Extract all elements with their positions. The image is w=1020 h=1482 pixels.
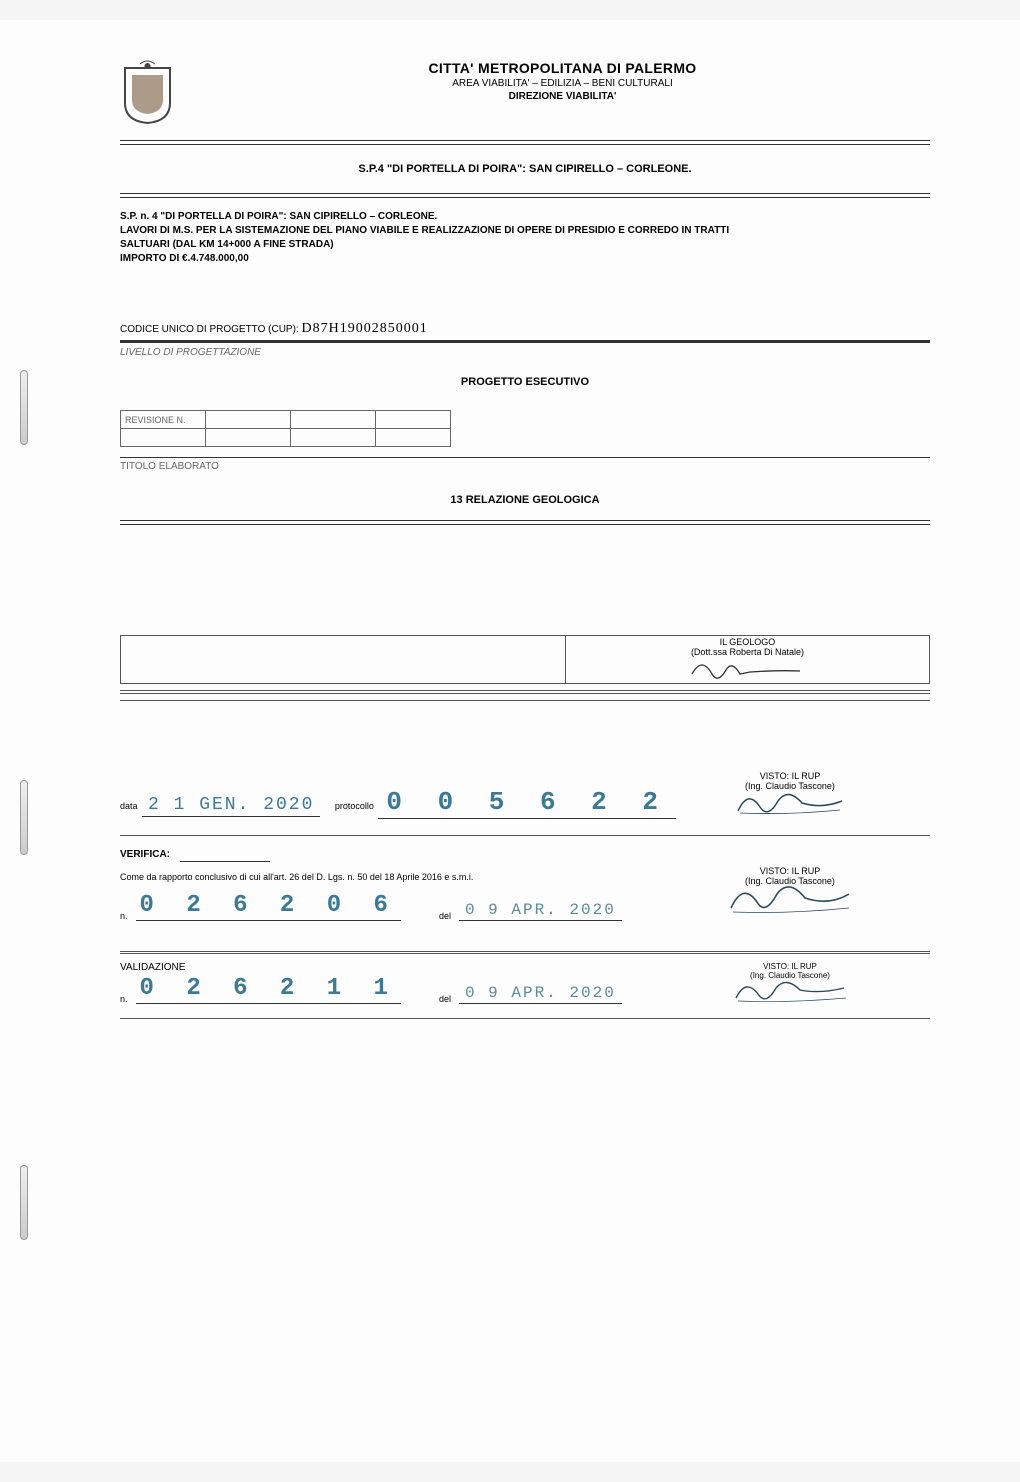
cup-value: D87H19002850001	[302, 321, 428, 336]
protocollo-value: 0 0 5 6 2 2	[378, 787, 676, 819]
revision-cell	[291, 429, 376, 447]
revision-cell	[376, 429, 451, 447]
revision-header: REVISIONE N.	[121, 411, 206, 429]
geologo-block: IL GEOLOGO (Dott.ssa Roberta Di Natale)	[120, 635, 930, 701]
divider	[120, 835, 930, 836]
cup-label: CODICE UNICO DI PROGETTO (CUP):	[120, 324, 299, 335]
description-block: S.P. n. 4 "DI PORTELLA DI POIRA": SAN CI…	[120, 210, 930, 266]
binding-clip	[20, 780, 28, 855]
data-label: data	[120, 801, 138, 811]
crest-icon	[120, 60, 175, 125]
signature-icon	[730, 980, 850, 1004]
visto-name: (Ing. Claudio Tascone)	[690, 781, 890, 791]
desc-line: LAVORI DI M.S. PER LA SISTEMAZIONE DEL P…	[120, 224, 930, 238]
desc-line: S.P. n. 4 "DI PORTELLA DI POIRA": SAN CI…	[120, 210, 930, 224]
visto-block: VISTO: IL RUP (Ing. Claudio Tascone)	[690, 844, 930, 918]
visto-title: VISTO: IL RUP	[690, 866, 890, 876]
revision-cell	[206, 429, 291, 447]
binding-clip	[20, 1165, 28, 1240]
verifica-date: 0 9 APR. 2020	[459, 901, 622, 921]
verifica-blank	[180, 861, 270, 862]
data-value: 2 1 GEN. 2020	[142, 795, 320, 817]
del-label: del	[439, 911, 451, 921]
verifica-number-row: n. 0 2 6 2 0 6 del 0 9 APR. 2020	[120, 892, 690, 921]
revision-cell	[376, 411, 451, 429]
visto-title: VISTO: IL RUP	[690, 771, 890, 781]
desc-line: SALTUARI (DAL KM 14+000 A FINE STRADA)	[120, 238, 930, 252]
document-page: CITTA' METROPOLITANA DI PALERMO AREA VIA…	[0, 20, 1020, 1462]
divider	[120, 1018, 930, 1019]
livello-label: LIVELLO DI PROGETTAZIONE	[120, 347, 930, 358]
visto-block: VISTO: IL RUP (Ing. Claudio Tascone)	[690, 962, 930, 1006]
validazione-number: 0 2 6 2 1 1	[136, 975, 401, 1004]
org-sub2: DIREZIONE VIABILITA'	[195, 91, 930, 102]
document-title: 13 RELAZIONE GEOLOGICA	[120, 494, 930, 506]
geologo-cell: IL GEOLOGO (Dott.ssa Roberta Di Natale)	[565, 636, 929, 684]
divider	[120, 690, 930, 691]
signature-icon	[725, 886, 855, 916]
n-label: n.	[120, 994, 128, 1004]
validazione-date: 0 9 APR. 2020	[459, 984, 622, 1004]
org-title: CITTA' METROPOLITANA DI PALERMO	[195, 60, 930, 76]
n-label: n.	[120, 911, 128, 921]
divider	[120, 951, 930, 954]
verifica-note: Come da rapporto conclusivo di cui all'a…	[120, 872, 690, 882]
visto-name: (Ing. Claudio Tascone)	[690, 971, 890, 980]
data-protocollo-row: data 2 1 GEN. 2020 protocollo 0 0 5 6 2 …	[120, 787, 690, 819]
validazione-number-row: n. 0 2 6 2 1 1 del 0 9 APR. 2020	[120, 975, 690, 1004]
geologo-table: IL GEOLOGO (Dott.ssa Roberta Di Natale)	[120, 635, 930, 684]
verifica-label: VERIFICA:	[120, 849, 170, 860]
verifica-number: 0 2 6 2 0 6	[136, 892, 401, 921]
signature-icon	[730, 791, 850, 817]
geologo-empty-cell	[121, 636, 566, 684]
visto-block: VISTO: IL RUP (Ing. Claudio Tascone)	[690, 771, 930, 819]
revision-cell	[121, 429, 206, 447]
binding-clip	[20, 370, 28, 445]
visto-title: VISTO: IL RUP	[690, 962, 890, 971]
visto-name: (Ing. Claudio Tascone)	[690, 876, 890, 886]
cup-row: CODICE UNICO DI PROGETTO (CUP): D87H1900…	[120, 321, 930, 341]
revision-table: REVISIONE N.	[120, 410, 451, 447]
org-sub1: AREA VIABILITA' – EDILIZIA – BENI CULTUR…	[195, 78, 930, 89]
verifica-row: VERIFICA:	[120, 844, 690, 862]
geologo-role: IL GEOLOGO	[572, 637, 923, 647]
titolo-label: TITOLO ELABORATO	[120, 457, 930, 472]
divider	[120, 693, 930, 694]
road-title: S.P.4 "DI PORTELLA DI POIRA": SAN CIPIRE…	[120, 163, 930, 175]
header: CITTA' METROPOLITANA DI PALERMO AREA VIA…	[120, 60, 930, 125]
validazione-label: VALIDAZIONE	[120, 962, 690, 973]
divider	[120, 144, 930, 145]
divider	[120, 520, 930, 521]
geologo-name: (Dott.ssa Roberta Di Natale)	[572, 647, 923, 657]
divider	[120, 700, 930, 701]
del-label: del	[439, 994, 451, 1004]
signature-icon	[687, 659, 807, 681]
divider	[120, 193, 930, 194]
header-text: CITTA' METROPOLITANA DI PALERMO AREA VIA…	[195, 60, 930, 102]
revision-cell	[206, 411, 291, 429]
divider	[120, 197, 930, 198]
progetto-esecutivo: PROGETTO ESECUTIVO	[120, 376, 930, 388]
protocollo-label: protocollo	[335, 801, 374, 811]
divider	[120, 140, 930, 141]
desc-line: IMPORTO DI €.4.748.000,00	[120, 252, 930, 266]
divider	[120, 524, 930, 525]
revision-cell	[291, 411, 376, 429]
